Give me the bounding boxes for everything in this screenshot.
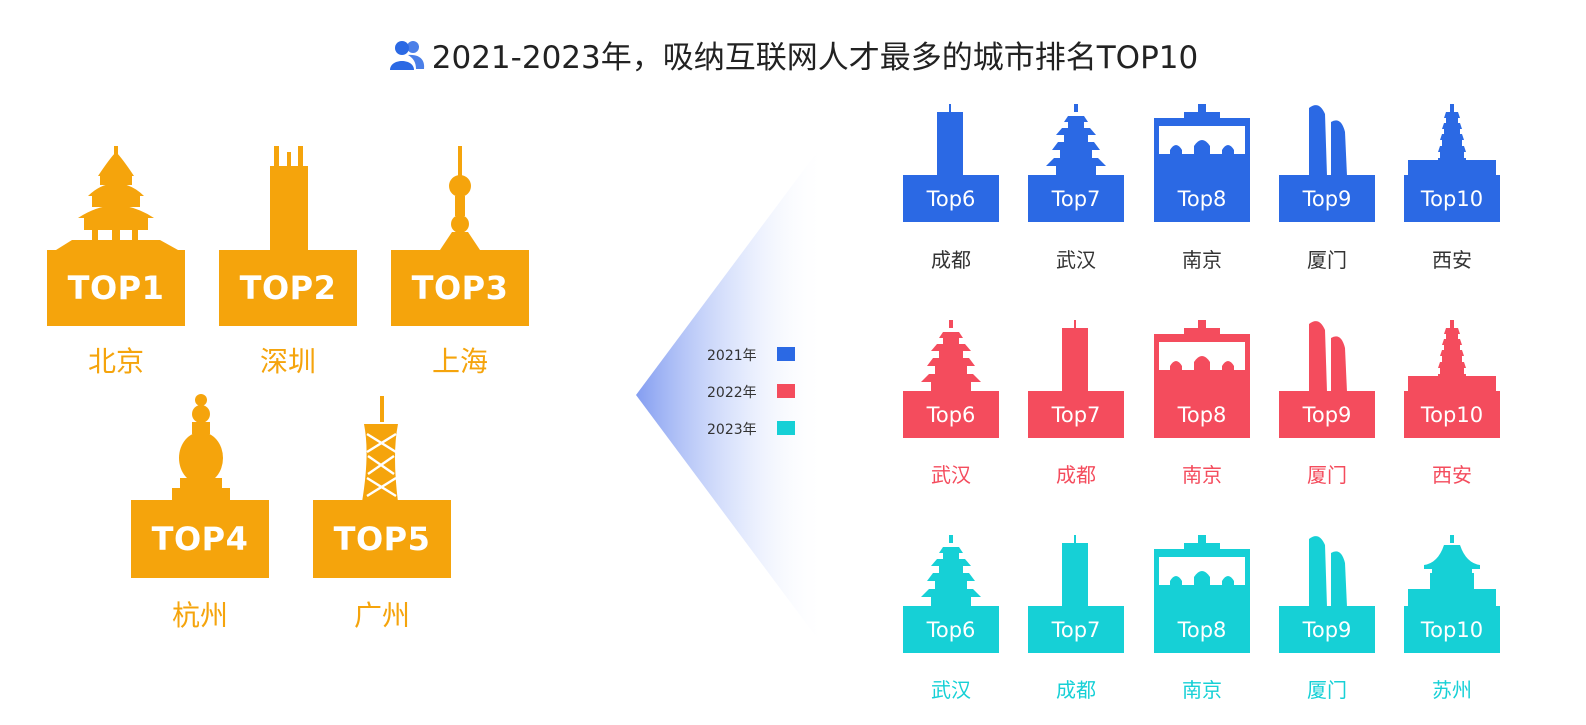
chengdu-tower-icon <box>937 104 963 176</box>
rank-label: Top6 <box>926 186 976 211</box>
city-label: 南京 <box>1182 248 1222 272</box>
rank-label: Top10 <box>1420 617 1484 642</box>
city-label: 武汉 <box>931 678 971 702</box>
rank-label: TOP4 <box>151 520 249 558</box>
rank-label: Top7 <box>1051 402 1101 427</box>
suzhou-pavilion-icon <box>1408 535 1496 607</box>
city-label: 广州 <box>353 599 410 632</box>
legend-label-2022: 2022年 <box>707 385 757 401</box>
rank-block-2021: Top6 <box>903 175 999 222</box>
title-text: 2021-2023年，吸纳互联网人才最多的城市排名TOP10 <box>431 40 1199 76</box>
legend-swatch-2021 <box>777 347 795 361</box>
leifeng-pagoda-icon <box>172 394 230 502</box>
rank-label: Top8 <box>1177 402 1227 427</box>
city-label: 苏州 <box>1432 678 1472 702</box>
rank-label: Top9 <box>1302 617 1352 642</box>
city-label: 成都 <box>1056 678 1096 702</box>
page-title: 2021-2023年，吸纳互联网人才最多的城市排名TOP10 <box>0 32 1586 77</box>
rank-label: Top8 <box>1177 617 1227 642</box>
chengdu-tower-icon <box>1062 320 1088 392</box>
city-label: 武汉 <box>931 463 971 487</box>
rank-block-2023: Top6 <box>903 606 999 653</box>
rank-block-2023: Top7 <box>1028 606 1124 653</box>
rank-label: Top8 <box>1177 186 1227 211</box>
city-label: 北京 <box>87 345 144 378</box>
nanjing-gate-icon <box>1154 320 1250 392</box>
rank-label: TOP1 <box>67 269 165 307</box>
rank-label: Top6 <box>926 617 976 642</box>
city-label: 南京 <box>1182 678 1222 702</box>
rank-label: Top9 <box>1302 402 1352 427</box>
top2-block: TOP2 <box>219 250 357 326</box>
nanjing-gate-icon <box>1154 104 1250 176</box>
city-label: 上海 <box>431 345 488 378</box>
row-2021-landmarks <box>937 104 1496 176</box>
yellow-crane-tower-icon <box>921 535 981 607</box>
rank-block-2023: Top9 <box>1279 606 1375 653</box>
rank-label: Top10 <box>1420 186 1484 211</box>
rank-block-2021: Top8 <box>1154 175 1250 222</box>
canton-tower-lattice <box>366 432 397 498</box>
xiamen-twin-towers-icon <box>1309 105 1347 176</box>
rank-block-2023: Top8 <box>1154 606 1250 653</box>
rank-label: TOP2 <box>239 269 337 307</box>
rank-label: TOP3 <box>411 269 509 307</box>
rank-block-2021: Top10 <box>1404 175 1500 222</box>
rank-block-2021: Top9 <box>1279 175 1375 222</box>
nanjing-gate-icon <box>1154 535 1250 607</box>
rank-block-2022: Top10 <box>1404 391 1500 438</box>
city-label: 杭州 <box>171 599 228 632</box>
rank-block-2022: Top8 <box>1154 391 1250 438</box>
row-2023-landmarks <box>921 535 1496 607</box>
city-label: 成都 <box>1056 463 1096 487</box>
shenzhen-tower-icon <box>270 146 308 252</box>
legend-swatch-2022 <box>777 384 795 398</box>
chengdu-tower-icon <box>1062 535 1088 607</box>
users-icon <box>389 41 424 70</box>
yellow-crane-tower-icon <box>921 320 981 392</box>
rank-label: Top10 <box>1420 402 1484 427</box>
rank-label: Top7 <box>1051 186 1101 211</box>
legend-label-2021: 2021年 <box>707 348 757 364</box>
city-label: 西安 <box>1432 463 1472 487</box>
rank-label: Top6 <box>926 402 976 427</box>
city-label: 武汉 <box>1056 248 1096 272</box>
city-label: 厦门 <box>1307 248 1347 272</box>
city-label: 厦门 <box>1307 463 1347 487</box>
legend-swatch-2023 <box>777 421 795 435</box>
big-wild-goose-pagoda-icon <box>1408 320 1496 392</box>
top5-block: TOP5 <box>313 500 451 578</box>
xiamen-twin-towers-icon <box>1309 321 1347 392</box>
top4-block: TOP4 <box>131 500 269 578</box>
oriental-pearl-icon <box>440 146 480 250</box>
city-label: 西安 <box>1432 248 1472 272</box>
rank-label: TOP5 <box>333 520 431 558</box>
xiamen-twin-towers-icon <box>1309 536 1347 607</box>
legend-label-2023: 2023年 <box>707 422 757 438</box>
city-label: 南京 <box>1182 463 1222 487</box>
city-label: 深圳 <box>259 345 316 378</box>
rank-block-2022: Top9 <box>1279 391 1375 438</box>
top1-block: TOP1 <box>47 250 185 326</box>
rank-block-2023: Top10 <box>1404 606 1500 653</box>
yellow-crane-tower-icon <box>1046 104 1106 176</box>
row-2022-landmarks <box>921 320 1496 392</box>
rank-block-2022: Top6 <box>903 391 999 438</box>
rank-label: Top7 <box>1051 617 1101 642</box>
big-wild-goose-pagoda-icon <box>1408 104 1496 176</box>
connector-fan <box>636 140 826 650</box>
city-label: 厦门 <box>1307 678 1347 702</box>
city-label: 成都 <box>931 248 971 272</box>
top5-landmarks <box>56 146 480 502</box>
top3-block: TOP3 <box>391 250 529 326</box>
temple-of-heaven-icon <box>56 146 178 250</box>
rank-label: Top9 <box>1302 186 1352 211</box>
rank-block-2022: Top7 <box>1028 391 1124 438</box>
rank-block-2021: Top7 <box>1028 175 1124 222</box>
